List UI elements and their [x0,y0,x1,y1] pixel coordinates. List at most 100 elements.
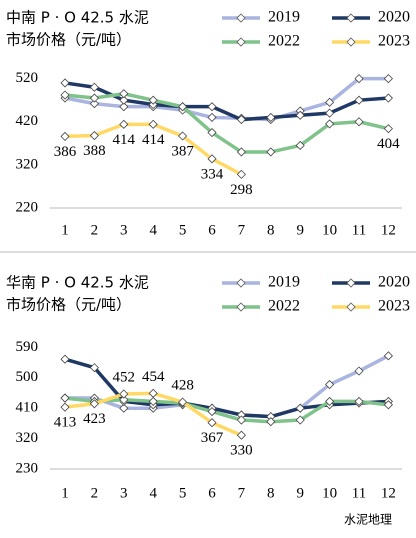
legend-label: 2019 [268,9,300,26]
y-tick-label: 500 [16,369,39,385]
point-marker [383,93,393,103]
data-label: 298 [230,182,253,198]
x-tick-label: 7 [238,222,246,238]
point-marker [148,95,158,105]
point-marker [354,74,364,84]
data-label: 413 [54,415,77,431]
x-tick-label: 9 [296,485,304,501]
x-tick-label: 2 [91,485,99,501]
point-marker [236,415,246,425]
data-label: 404 [377,136,400,152]
watermark: 水泥地理 [344,513,392,527]
point-marker [295,140,305,151]
x-tick-label: 3 [120,485,128,501]
point-marker [119,95,129,105]
legend-label: 2020 [378,274,410,291]
x-tick-label: 1 [61,485,69,501]
point-marker [325,97,335,107]
legend-marker [236,302,246,312]
point-marker [354,117,364,127]
legend-marker [346,13,356,23]
series-line [64,91,389,154]
point-marker [60,402,70,412]
point-marker [148,396,158,406]
y-tick-label: 320 [16,156,39,172]
data-label: 423 [83,411,106,427]
point-marker [207,418,217,428]
point-marker [89,130,99,141]
data-label: 454 [142,369,165,385]
point-marker [89,93,99,103]
chart-subtitle: 市场价格（元/吨） [6,31,131,49]
point-marker [89,399,99,409]
point-marker [119,389,129,399]
point-marker [89,363,99,373]
x-tick-label: 5 [179,485,187,501]
series-line [64,81,389,122]
series-line [64,76,389,122]
legend-label: 2022 [268,298,300,315]
data-label: 452 [113,369,136,385]
point-marker [295,403,305,413]
point-marker [148,388,158,398]
point-marker [60,131,70,141]
y-tick-label: 410 [16,400,39,416]
x-tick-label: 3 [120,222,128,238]
x-tick-label: 8 [267,485,275,501]
point-marker [236,147,246,157]
point-marker [60,354,70,364]
point-marker [207,112,217,123]
point-marker [383,400,393,410]
point-marker [207,154,217,164]
series-line [65,354,390,419]
data-label: 387 [171,143,194,159]
point-marker [60,78,70,88]
legend-marker [346,278,356,288]
data-label: 386 [54,144,77,160]
chart-title: 华南 P · O 42.5 水泥 [6,274,149,292]
x-tick-label: 11 [352,485,366,501]
x-tick-label: 12 [381,485,396,501]
x-tick-label: 12 [381,222,396,238]
x-tick-label: 6 [208,222,216,238]
x-tick-label: 5 [179,222,187,238]
series-line [64,357,389,419]
point-marker [178,131,188,141]
point-marker [119,102,129,112]
point-marker [60,90,70,100]
point-marker [295,110,305,120]
data-label: 388 [83,143,106,159]
chart-title: 中南 P · O 42.5 水泥 [6,9,149,27]
point-marker [178,102,188,112]
series-line [64,396,389,424]
legend-marker [346,302,356,312]
point-marker [325,108,335,118]
y-tick-label: 420 [16,113,39,129]
y-tick-label: 320 [16,430,39,446]
point-marker [354,366,364,376]
x-tick-label: 1 [61,222,69,238]
data-label: 367 [201,430,224,446]
data-label: 414 [142,132,165,148]
point-marker [266,112,276,123]
point-marker [119,119,129,129]
x-tick-label: 11 [352,222,366,238]
legend-label: 2019 [268,274,300,291]
point-marker [207,102,217,112]
point-marker [354,396,364,406]
data-label: 330 [230,443,253,459]
point-marker [383,74,393,84]
point-marker [236,169,246,179]
point-marker [89,82,99,92]
point-marker [266,417,276,427]
point-marker [325,396,335,406]
point-marker [119,403,129,413]
legend-marker [236,37,246,47]
y-tick-label: 590 [16,339,39,355]
point-marker [236,430,246,440]
point-marker [119,395,129,405]
legend-marker [236,278,246,288]
x-tick-label: 4 [149,222,157,238]
x-tick-label: 9 [296,222,304,238]
